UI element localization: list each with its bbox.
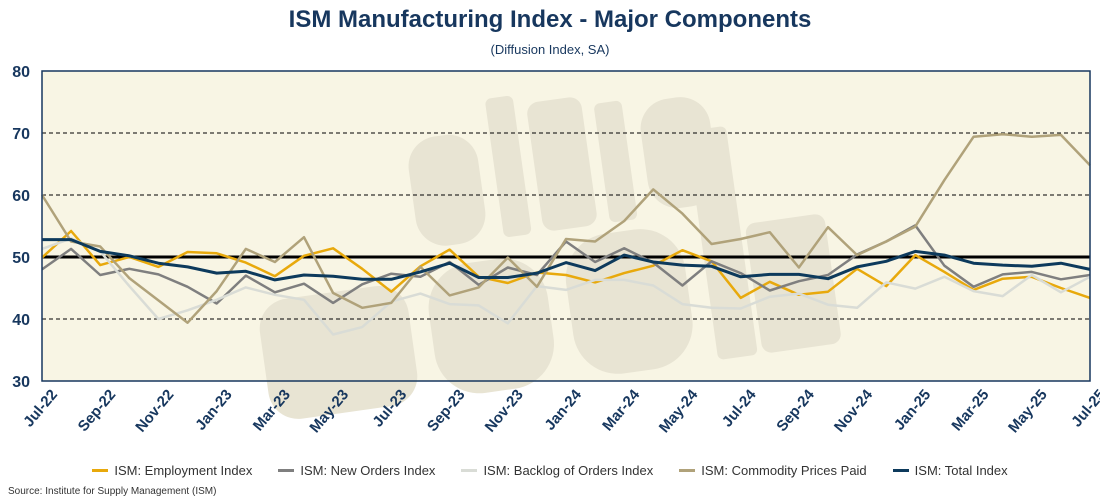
x-tick-label: Jul-22 — [20, 386, 61, 430]
y-tick-label: 80 — [12, 64, 30, 81]
watermark-shape — [594, 100, 638, 223]
x-tick-label: Nov-22 — [132, 386, 177, 435]
y-tick-label: 30 — [12, 374, 30, 391]
x-tick-label: Mar-25 — [948, 386, 992, 434]
line-chart: 30 40 50 60 70 80 Jul-22 Sep-22 Nov-22 Jan-23 Mar… — [12, 64, 1100, 436]
legend-item: ISM: Backlog of Orders Index — [461, 463, 653, 478]
series-line-ism-total-index — [42, 238, 1091, 282]
legend-swatch — [278, 469, 295, 472]
chart-title: ISM Manufacturing Index - Major Componen… — [288, 6, 812, 33]
legend-swatch — [892, 469, 909, 472]
series-line-ism-commodity-prices-paid — [40, 132, 1091, 324]
x-tick-label: May-24 — [656, 386, 702, 436]
chart-subtitle: (Diffusion Index, SA) — [490, 42, 610, 57]
legend-label: ISM: Commodity Prices Paid — [701, 463, 867, 478]
x-tick-label: Mar-24 — [599, 386, 644, 434]
x-tick-label: Nov-23 — [482, 386, 527, 435]
x-tick-label: Jan-25 — [891, 386, 935, 433]
x-tick-label: Nov-24 — [831, 386, 877, 436]
watermark-shape — [485, 95, 532, 237]
y-tick-label: 60 — [12, 188, 30, 205]
x-tick-label: May-25 — [1005, 386, 1051, 436]
watermark-shape — [259, 285, 418, 419]
watermark-shape — [527, 97, 597, 231]
legend-item: ISM: Commodity Prices Paid — [679, 463, 867, 478]
plot-border — [41, 70, 1091, 382]
watermark-shape — [565, 229, 693, 374]
legend-item: ISM: Total Index — [892, 463, 1008, 478]
legend-label: ISM: New Orders Index — [300, 463, 436, 478]
source-note: Source: Institute for Supply Management … — [8, 486, 217, 497]
series-line-ism-employment-index — [41, 229, 1091, 300]
y-tick-label: 50 — [12, 250, 30, 267]
x-tick-label: Sep-23 — [424, 386, 469, 435]
legend-label: ISM: Backlog of Orders Index — [483, 463, 654, 478]
legend-label: ISM: Total Index — [914, 463, 1008, 478]
legend-swatch — [92, 469, 109, 472]
x-tick-label: Jan-23 — [192, 386, 236, 433]
legend-item: ISM: Employment Index — [92, 463, 252, 478]
y-tick-label: 70 — [12, 126, 30, 143]
x-tick-label: Jul-24 — [719, 386, 760, 431]
legend-label: ISM: Employment Index — [114, 463, 253, 478]
legend-swatch — [461, 469, 478, 472]
watermark-shape — [408, 134, 486, 246]
legend-item: ISM: New Orders Index — [278, 463, 435, 478]
watermark-logo — [259, 95, 841, 419]
legend-swatch — [679, 469, 696, 472]
x-tick-label: Jul-25 — [1068, 386, 1100, 430]
y-tick-label: 40 — [12, 312, 30, 329]
x-tick-label: Jan-24 — [541, 386, 585, 434]
series-line-ism-backlog-of-orders-index — [41, 237, 1091, 336]
x-tick-label: Sep-22 — [75, 386, 120, 435]
x-tick-label: Sep-24 — [773, 386, 818, 435]
legend: ISM: Employment Index ISM: New Orders Ind… — [0, 463, 1100, 478]
